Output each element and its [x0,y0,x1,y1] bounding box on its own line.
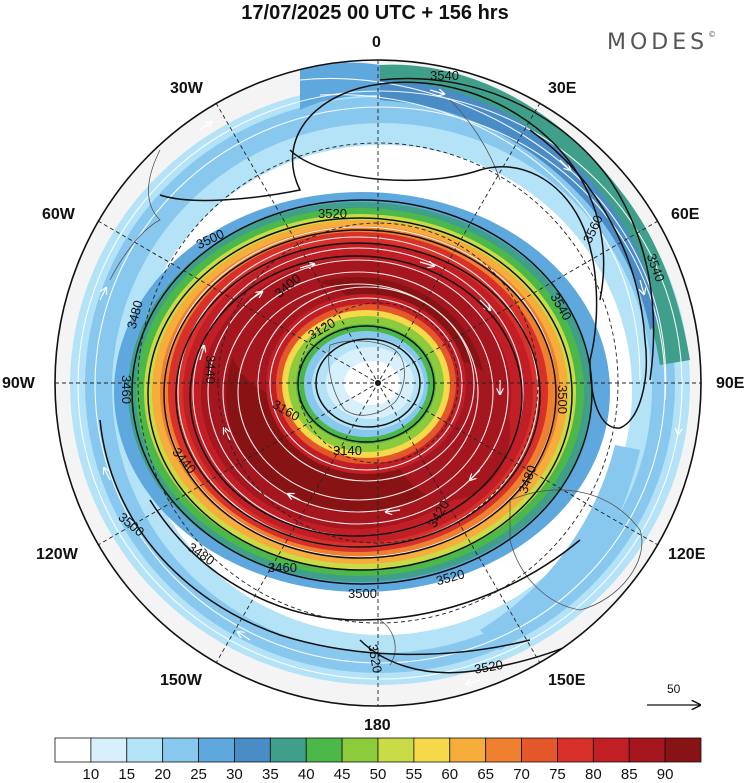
map-boundary [54,59,702,707]
contour-label: 3500 [555,385,570,414]
graticule [55,60,701,706]
brand-name: MODES [607,30,709,55]
contour-label: 3460 [119,375,134,404]
lon-label-30e: 30E [548,80,577,97]
colorbar-tick-label: 20 [154,766,171,783]
modes-logo: MODES© [607,30,716,55]
colorbar-swatch [664,737,702,763]
colorbar-swatch [305,737,343,763]
contour-label: 3500 [348,586,377,601]
colorbar-tick-label: 90 [656,766,674,783]
lon-label-150w: 150W [160,672,202,689]
lon-label-120w: 120W [36,546,78,563]
colorbar-tick-label: 45 [333,766,351,783]
lon-label-0: 0 [372,34,381,51]
colorbar-swatch [126,737,164,763]
colorbar-swatch [485,737,522,763]
contour-label: 3520 [365,643,385,674]
contour-label: 3540 [430,68,459,83]
contour-label: 3520 [318,206,347,221]
copyright-mark: © [708,30,717,39]
contour-label: 3480 [124,299,146,331]
colorbar-tick-label: 80 [584,766,602,783]
contour-label: 3440 [203,355,218,384]
colorbar-swatch [377,737,415,763]
colorbar-swatch [90,737,128,763]
colorbar-swatch [234,737,271,763]
colorbar-swatch [449,737,487,763]
colorbar-swatch [628,737,666,763]
colorbar-tick-label: 60 [441,766,459,783]
map-title: 17/07/2025 00 UTC + 156 hrs [241,2,509,24]
colorbar-tick-label: 35 [261,766,279,783]
contour-label: 3140 [333,443,362,458]
colorbar-tick-label: 65 [477,766,494,783]
colorbar [54,737,702,763]
colorbar-swatch [269,737,307,763]
colorbar-tick-label: 75 [549,766,566,783]
colorbar-tick-label: 40 [297,766,315,783]
colorbar-tick-label: 15 [118,766,136,783]
colorbar-swatch [54,737,92,763]
colorbar-tick-label: 50 [369,766,387,783]
contour-label: 3460 [268,560,297,575]
streamline-arrows [99,90,680,684]
wind-speed-field [55,60,701,706]
colorbar-swatch [557,737,594,763]
colorbar-tick-label: 10 [82,766,100,783]
lon-label-180: 180 [364,717,391,734]
colorbar-swatch [592,737,630,763]
lon-label-150e: 150E [548,672,586,689]
colorbar-tick-label: 55 [405,766,423,783]
contour-label: 3520 [473,657,504,677]
polar-jet [114,192,610,592]
geopotential-contours [99,77,655,674]
colorbar-tick-label: 70 [513,766,530,783]
contour-label: 3520 [434,566,466,588]
lon-label-30w: 30W [170,80,203,97]
colorbar-tick-label: 25 [190,766,207,783]
lon-label-120e: 120E [668,546,706,563]
colorbar-swatch [521,737,558,763]
lon-label-90w: 90W [2,375,35,392]
colorbar-swatch [341,737,379,763]
colorbar-swatch [198,737,235,763]
lon-label-60w: 60W [42,206,75,223]
colorbar-swatch [413,737,451,763]
colorbar-swatch [162,737,199,763]
reference-vector-label: 50 [667,682,681,696]
colorbar-tick-label: 30 [226,766,243,783]
lon-label-90e: 90E [716,375,745,392]
lon-label-60e: 60E [671,206,700,223]
colorbar-tick-label: 85 [620,766,638,783]
